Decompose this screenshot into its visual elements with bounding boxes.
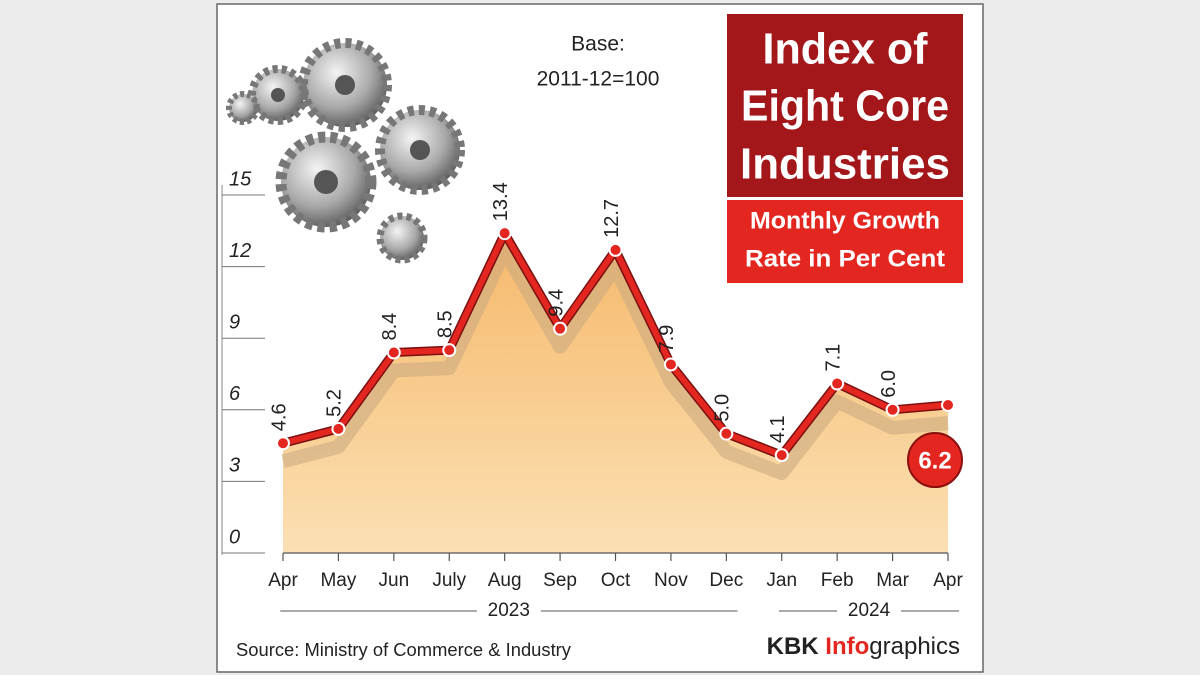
source-note: Source: Ministry of Commerce & Industry (236, 640, 571, 660)
year-label: 2023 (488, 600, 530, 621)
x-tick-label: Dec (709, 570, 743, 591)
marker (331, 421, 346, 436)
x-tick-label: Sep (543, 570, 577, 591)
marker (941, 398, 955, 413)
credit-part: KBK (767, 633, 820, 660)
value-label: 9.4 (545, 289, 567, 317)
value-label: 12.7 (601, 199, 623, 238)
value-label: 6.2 (918, 447, 951, 474)
value-label: 8.5 (435, 310, 457, 338)
value-label: 6.0 (878, 370, 900, 398)
chart-title: Eight Core (741, 82, 949, 131)
value-label: 7.9 (656, 325, 678, 353)
credit-part: Info (825, 633, 869, 660)
value-label: 4.1 (767, 415, 789, 443)
credit-part: graphics (869, 633, 960, 660)
marker (442, 343, 457, 358)
marker (553, 321, 568, 336)
value-label: 4.6 (268, 403, 290, 431)
value-label: 5.2 (324, 389, 346, 417)
x-tick-label: Oct (601, 570, 631, 591)
marker (719, 426, 734, 441)
x-tick-label: Jan (766, 570, 797, 591)
x-tick-label: Aug (488, 570, 522, 591)
x-tick-label: Apr (268, 570, 298, 591)
chart-subtitle: Monthly Growth (750, 207, 940, 234)
line-shadow (281, 244, 949, 481)
marker (276, 436, 290, 451)
base-note: Base: (571, 33, 625, 56)
gear-illustration (226, 38, 465, 264)
y-tick-label: 6 (229, 383, 241, 405)
y-tick-label: 15 (229, 168, 252, 190)
x-tick-label: Jun (379, 570, 410, 591)
y-tick-label: 0 (229, 526, 240, 548)
value-label: 13.4 (490, 182, 512, 221)
chart-title: Industries (740, 140, 950, 189)
marker (774, 448, 789, 463)
y-tick-label: 3 (229, 455, 240, 477)
x-tick-label: Apr (933, 570, 963, 591)
value-label: 7.1 (822, 344, 844, 372)
credit: KBK Infographics (767, 633, 960, 660)
y-tick-label: 12 (229, 240, 251, 262)
chart-subtitle: Rate in Per Cent (745, 245, 945, 272)
value-label: 8.4 (379, 313, 401, 341)
x-tick-label: May (320, 570, 356, 591)
marker (497, 226, 512, 241)
x-tick-label: July (432, 570, 466, 591)
marker (885, 402, 900, 417)
x-tick-label: Nov (654, 570, 688, 591)
chart-title: Index of (763, 25, 928, 74)
title-box (727, 14, 963, 197)
marker (830, 376, 845, 391)
marker (386, 345, 401, 360)
marker (663, 357, 678, 372)
subtitle-box (727, 200, 963, 283)
marker (608, 242, 623, 257)
base-note: 2011-12=100 (537, 68, 660, 91)
y-tick-label: 9 (229, 311, 240, 333)
callout (907, 432, 963, 489)
x-tick-label: Mar (876, 570, 909, 591)
year-label: 2024 (848, 600, 891, 621)
x-tick-label: Feb (821, 570, 854, 591)
value-label: 5.0 (712, 394, 734, 422)
